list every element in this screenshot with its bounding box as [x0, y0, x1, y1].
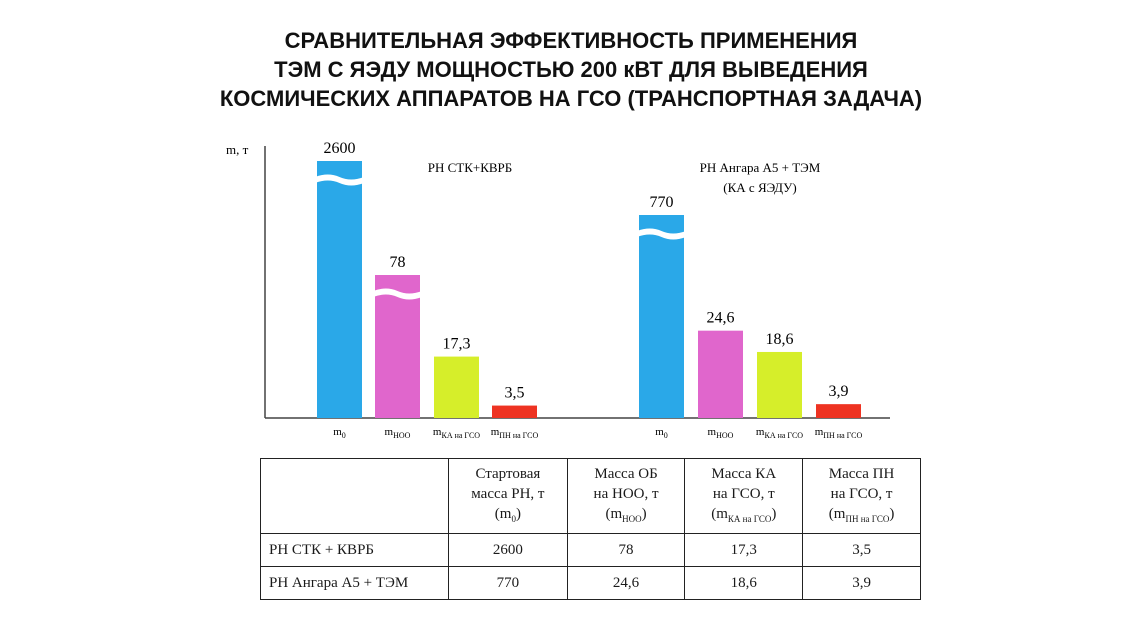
value-label-mnoo-group1: 78: [390, 254, 406, 271]
header-mnoo: Масса ОБ на НОО, т (mНОО): [566, 458, 686, 534]
table-header-row: Стартовая масса РН, т (m0) Масса ОБ на Н…: [259, 458, 921, 534]
title-line-2: ТЭМ С ЯЭДУ МОЩНОСТЬЮ 200 кВТ ДЛЯ ВЫВЕДЕН…: [274, 57, 868, 82]
chart-title: СРАВНИТЕЛЬНАЯ ЭФФЕКТИВНОСТЬ ПРИМЕНЕНИЯ Т…: [0, 26, 1142, 113]
y-axis-label: m, т: [226, 142, 249, 157]
table-cell: 18,6: [684, 566, 804, 600]
row-label: РН СТК + КВРБ: [259, 533, 450, 567]
header-mka: Масса КА на ГСО, т (mКА на ГСО): [684, 458, 804, 534]
value-label-m0-group1: 2600: [324, 140, 356, 157]
bar-mka-group2: [757, 351, 802, 418]
bar-mka-group1: [434, 356, 479, 418]
value-label-mpn-group1: 3,5: [505, 385, 525, 402]
category-label-mka-group1: mКА на ГСО: [433, 426, 480, 440]
row-label: РН Ангара А5 + ТЭМ: [259, 566, 450, 600]
group-label-2: РН Ангара А5 + ТЭМ: [700, 160, 821, 175]
group-sublabel-2: (КА с ЯЭДУ): [723, 180, 796, 195]
category-label-mpn-group2: mПН на ГСО: [815, 426, 863, 440]
table-cell: 17,3: [684, 533, 804, 567]
bar-mnoo-group2: [698, 330, 743, 418]
table-cell: 24,6: [566, 566, 686, 600]
axis-break-mnoo-group1: [373, 288, 422, 300]
bar-mpn-group1: [492, 405, 537, 418]
bar-m0-group1: [317, 161, 362, 418]
title-line-3: КОСМИЧЕСКИХ АППАРАТОВ НА ГСО (ТРАНСПОРТН…: [219, 86, 923, 111]
table-cell: 3,9: [802, 566, 921, 600]
value-label-mnoo-group2: 24,6: [707, 310, 735, 327]
table-cell: 770: [448, 566, 568, 600]
category-label-mka-group2: mКА на ГСО: [756, 426, 803, 440]
category-label-mnoo-group2: mНОО: [708, 426, 734, 440]
axis-break-m0-group2: [637, 228, 686, 240]
table-cell: 3,5: [802, 533, 921, 567]
category-label-mpn-group1: mПН на ГСО: [491, 426, 539, 440]
category-label-m0-group1: m0: [333, 426, 346, 440]
value-label-mka-group2: 18,6: [766, 331, 794, 348]
header-m0: Стартовая масса РН, т (m0): [448, 458, 568, 534]
header-mpn: Масса ПН на ГСО, т (mПН на ГСО): [802, 458, 921, 534]
group-label-1: РН СТК+КВРБ: [428, 160, 513, 175]
value-label-mpn-group2: 3,9: [829, 383, 849, 400]
bar-chart: m, т РН СТК+КВРБ 2600 m0 78 mНОО 17,3 mКА на ГС…: [226, 140, 890, 440]
bar-m0-group2: [639, 215, 684, 418]
table-row: РН СТК + КВРБ 2600 78 17,3 3,5: [259, 533, 921, 567]
bar-mpn-group2: [816, 404, 861, 418]
table-row: РН Ангара А5 + ТЭМ 770 24,6 18,6 3,9: [259, 566, 921, 600]
category-label-m0-group2: m0: [655, 426, 668, 440]
table-cell: 2600: [448, 533, 568, 567]
table-cell: 78: [566, 533, 686, 567]
data-table: Стартовая масса РН, т (m0) Масса ОБ на Н…: [259, 458, 921, 600]
axis-break-m0-group1: [315, 174, 364, 186]
value-label-m0-group2: 770: [650, 194, 674, 211]
value-label-mka-group1: 17,3: [443, 336, 471, 353]
title-line-1: СРАВНИТЕЛЬНАЯ ЭФФЕКТИВНОСТЬ ПРИМЕНЕНИЯ: [284, 28, 858, 53]
category-label-mnoo-group1: mНОО: [385, 426, 411, 440]
table-corner-cell: [259, 458, 450, 534]
